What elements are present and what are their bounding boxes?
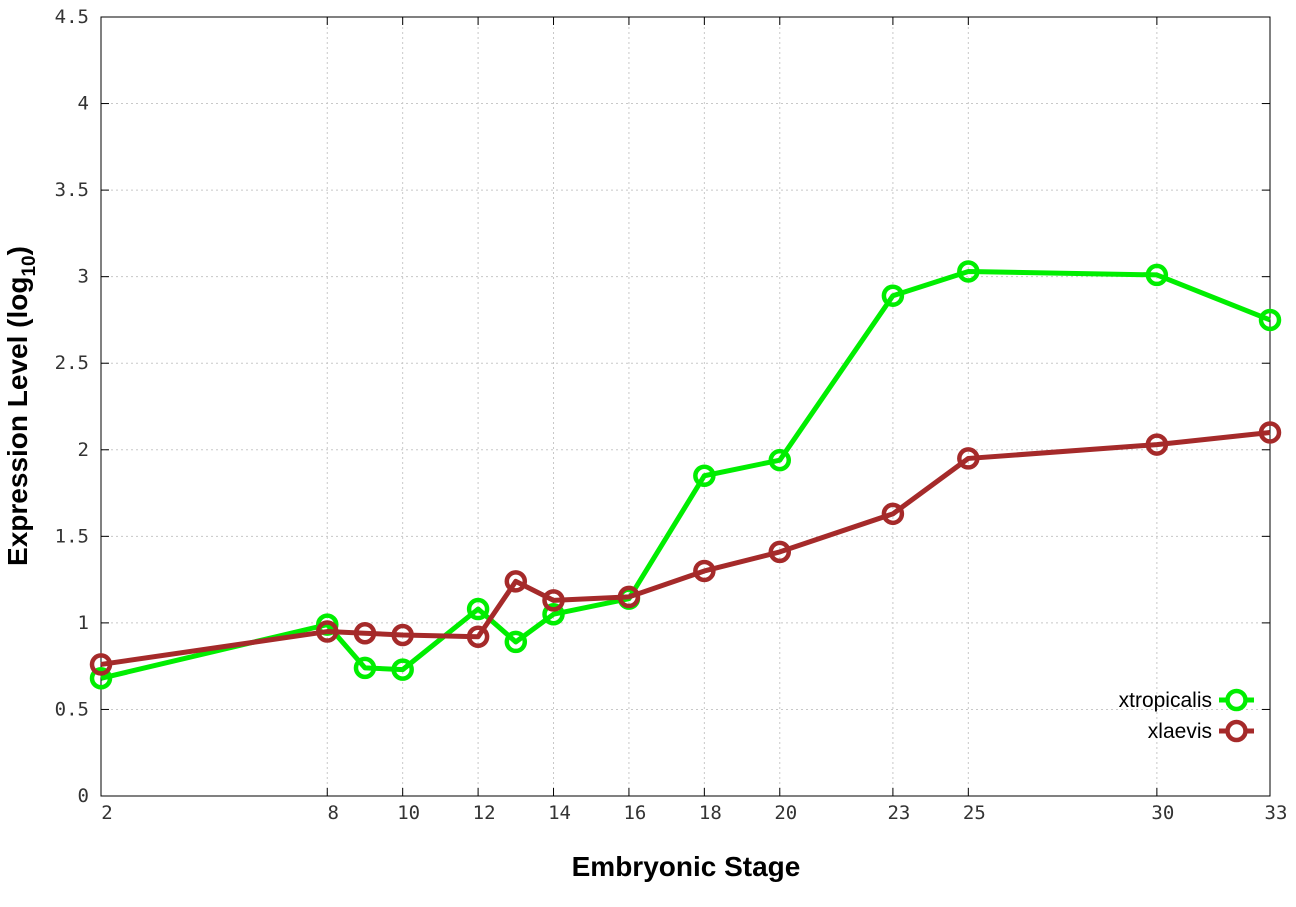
x-tick-label: 18 [699, 802, 722, 824]
x-tick-label: 33 [1265, 802, 1288, 824]
y-tick-label: 0.5 [55, 698, 89, 720]
data-point [466, 625, 490, 648]
data-point [1258, 308, 1282, 332]
x-tick-label: 10 [397, 802, 420, 824]
data-point [504, 570, 528, 593]
y-tick-label: 4.5 [55, 6, 89, 28]
series-xlaevis [89, 421, 1282, 676]
data-point [89, 653, 113, 676]
x-tick-label: 8 [328, 802, 339, 824]
data-point [504, 630, 528, 654]
grid-layer [101, 17, 1270, 796]
data-point [1145, 263, 1169, 287]
y-tick-label: 0 [78, 785, 89, 807]
legend-label: xtropicalis [1119, 689, 1212, 712]
y-tick-label: 4 [78, 93, 89, 115]
y-tick-label: 3 [78, 266, 89, 288]
data-point [957, 260, 980, 283]
legend-marker [1225, 688, 1248, 712]
legend: xtropicalis xlaevis [1119, 688, 1254, 743]
series-line [100, 268, 1271, 681]
legend-label: xlaevis [1148, 720, 1212, 743]
x-tick-label: 12 [473, 802, 496, 824]
y-axis-title-main: Expression Level (log [2, 277, 33, 566]
x-axis-title: Embryonic Stage [572, 851, 801, 882]
series-layer [89, 260, 1282, 690]
x-tick-label: 25 [963, 802, 986, 824]
ticks-layer: 2 8 10 12 14 16 18 20 23 25 30 33 0 0.5 1 1.5 2 2.5 3 3.5 4 4… [55, 6, 1288, 824]
x-tick-label: 23 [887, 802, 910, 824]
y-tick-label: 2 [78, 439, 89, 461]
data-point [391, 658, 414, 681]
data-point [1145, 433, 1169, 456]
data-point [89, 667, 113, 690]
series-line [100, 429, 1271, 667]
x-tick-label: 14 [548, 802, 571, 824]
x-tick-label: 30 [1151, 802, 1174, 824]
y-tick-label: 1 [78, 612, 89, 634]
data-point [542, 589, 565, 612]
data-point [542, 602, 565, 626]
y-axis-title-close: ) [2, 246, 33, 255]
legend-item: xlaevis [1148, 719, 1254, 743]
data-point [391, 623, 414, 647]
x-tick-label: 2 [101, 802, 112, 824]
data-point [1258, 421, 1282, 444]
data-point [693, 559, 716, 583]
data-point [466, 597, 490, 621]
data-point [353, 656, 377, 680]
y-tick-label: 2.5 [55, 352, 89, 374]
y-axis-title-subscript: 10 [19, 255, 40, 276]
data-point [617, 585, 641, 609]
legend-item: xtropicalis [1119, 688, 1254, 712]
legend-marker [1225, 719, 1248, 743]
series-xtropicalis [89, 260, 1282, 690]
data-point [316, 620, 339, 643]
y-axis-title: Expression Level (log10) [2, 246, 40, 566]
data-point [881, 502, 905, 526]
data-point [957, 447, 980, 470]
y-tick-label: 3.5 [55, 179, 89, 201]
data-point [693, 464, 716, 487]
x-tick-label: 16 [623, 802, 646, 824]
plot-frame [100, 16, 1271, 797]
data-point [881, 284, 905, 307]
data-point [768, 540, 792, 564]
x-tick-label: 20 [774, 802, 797, 824]
data-point [353, 622, 377, 645]
data-point [768, 448, 792, 472]
y-tick-label: 1.5 [55, 525, 89, 547]
